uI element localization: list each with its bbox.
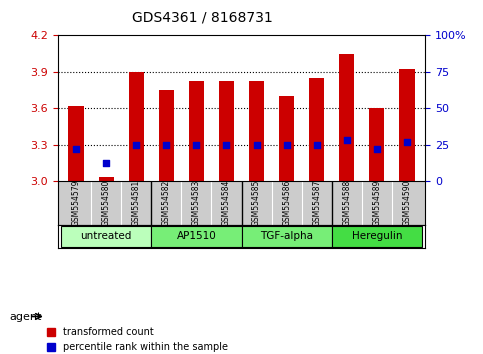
Point bbox=[403, 139, 411, 144]
Bar bbox=[369, 108, 384, 181]
FancyBboxPatch shape bbox=[61, 226, 151, 247]
Text: GSM554583: GSM554583 bbox=[192, 179, 201, 226]
Bar bbox=[128, 72, 144, 181]
Point bbox=[132, 142, 140, 147]
Text: GSM554589: GSM554589 bbox=[372, 179, 382, 226]
Bar bbox=[69, 106, 84, 181]
FancyBboxPatch shape bbox=[332, 226, 422, 247]
Text: GSM554582: GSM554582 bbox=[162, 179, 171, 226]
Text: GDS4361 / 8168731: GDS4361 / 8168731 bbox=[132, 11, 273, 25]
Point bbox=[223, 142, 230, 147]
FancyBboxPatch shape bbox=[242, 226, 332, 247]
Point bbox=[162, 142, 170, 147]
Text: GSM554579: GSM554579 bbox=[71, 179, 81, 226]
Text: GSM554580: GSM554580 bbox=[101, 179, 111, 226]
Text: GSM554588: GSM554588 bbox=[342, 179, 351, 226]
Point bbox=[373, 146, 381, 152]
Bar bbox=[219, 81, 234, 181]
Point bbox=[72, 146, 80, 152]
Legend: transformed count, percentile rank within the sample: transformed count, percentile rank withi… bbox=[43, 324, 232, 354]
Text: GSM554584: GSM554584 bbox=[222, 179, 231, 226]
Text: GSM554586: GSM554586 bbox=[282, 179, 291, 226]
Text: agent: agent bbox=[10, 312, 42, 322]
Bar bbox=[339, 53, 355, 181]
Point bbox=[193, 142, 200, 147]
Bar bbox=[279, 96, 294, 181]
Bar bbox=[189, 81, 204, 181]
Text: GSM554587: GSM554587 bbox=[312, 179, 321, 226]
FancyBboxPatch shape bbox=[151, 226, 242, 247]
Text: untreated: untreated bbox=[80, 231, 132, 241]
Text: AP1510: AP1510 bbox=[176, 231, 216, 241]
Point bbox=[343, 137, 351, 143]
Bar bbox=[249, 81, 264, 181]
Bar bbox=[309, 78, 324, 181]
Point bbox=[283, 142, 290, 147]
Bar bbox=[159, 90, 174, 181]
Point bbox=[253, 142, 260, 147]
Text: GSM554590: GSM554590 bbox=[402, 179, 412, 226]
Bar bbox=[99, 177, 114, 181]
Text: GSM554581: GSM554581 bbox=[132, 179, 141, 226]
Text: Heregulin: Heregulin bbox=[352, 231, 402, 241]
Text: GSM554585: GSM554585 bbox=[252, 179, 261, 226]
Point bbox=[313, 142, 321, 147]
Text: TGF-alpha: TGF-alpha bbox=[260, 231, 313, 241]
Point bbox=[102, 161, 110, 166]
Bar bbox=[399, 69, 414, 181]
